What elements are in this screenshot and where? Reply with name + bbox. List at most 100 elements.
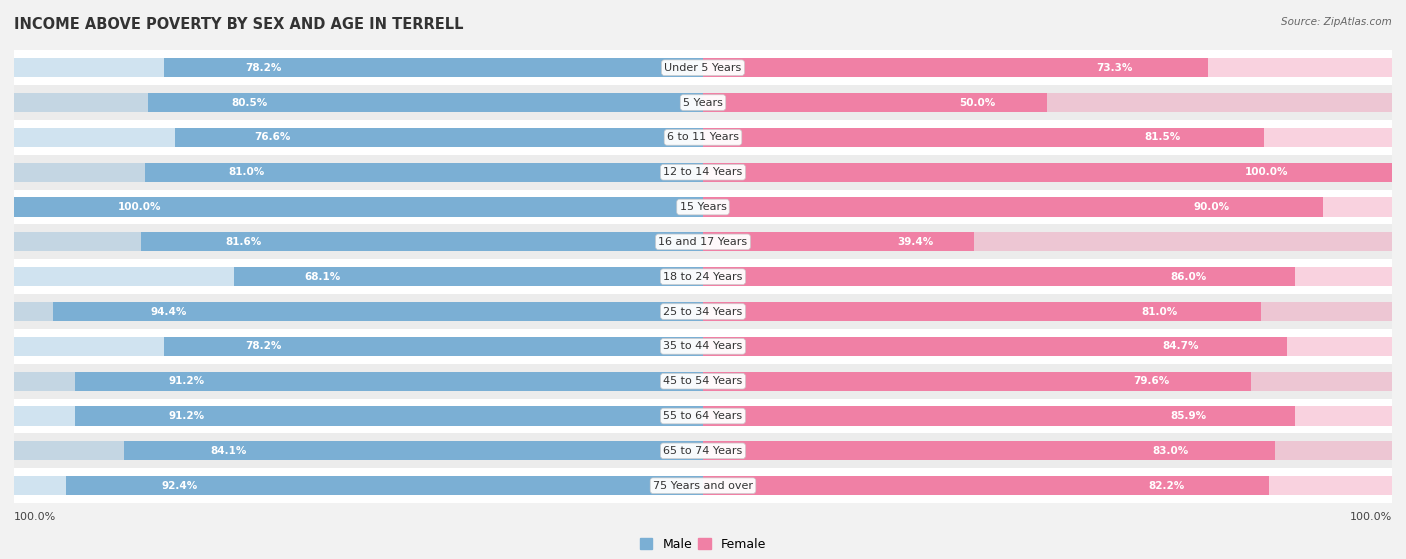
Bar — [14, 302, 703, 321]
Bar — [165, 58, 703, 77]
Bar — [703, 476, 1392, 495]
Bar — [66, 476, 703, 495]
Bar — [149, 93, 703, 112]
Bar — [14, 58, 703, 77]
Text: 80.5%: 80.5% — [232, 98, 267, 107]
Text: Under 5 Years: Under 5 Years — [665, 63, 741, 73]
Text: 6 to 11 Years: 6 to 11 Years — [666, 132, 740, 143]
Bar — [14, 294, 1392, 329]
Bar — [14, 85, 1392, 120]
Text: INCOME ABOVE POVERTY BY SEX AND AGE IN TERRELL: INCOME ABOVE POVERTY BY SEX AND AGE IN T… — [14, 17, 464, 32]
Bar — [703, 406, 1295, 425]
Text: 55 to 64 Years: 55 to 64 Years — [664, 411, 742, 421]
Bar — [14, 406, 703, 425]
Text: 18 to 24 Years: 18 to 24 Years — [664, 272, 742, 282]
Text: 65 to 74 Years: 65 to 74 Years — [664, 446, 742, 456]
Text: 84.7%: 84.7% — [1163, 342, 1199, 352]
Bar — [141, 233, 703, 252]
Bar — [703, 233, 974, 252]
Bar — [703, 58, 1392, 77]
Bar — [14, 190, 1392, 225]
Text: 76.6%: 76.6% — [254, 132, 291, 143]
Bar — [165, 337, 703, 356]
Bar — [14, 120, 1392, 155]
Text: 81.0%: 81.0% — [1142, 306, 1177, 316]
Bar — [124, 441, 703, 461]
Bar — [14, 337, 703, 356]
Bar — [14, 259, 1392, 294]
Text: 45 to 54 Years: 45 to 54 Years — [664, 376, 742, 386]
Text: 91.2%: 91.2% — [169, 411, 205, 421]
Bar — [703, 337, 1286, 356]
Bar — [176, 128, 703, 147]
Bar — [703, 58, 1208, 77]
Text: 75 Years and over: 75 Years and over — [652, 481, 754, 491]
Bar — [703, 441, 1392, 461]
Bar — [703, 372, 1251, 391]
Text: 73.3%: 73.3% — [1095, 63, 1132, 73]
Bar — [14, 225, 1392, 259]
Bar — [14, 50, 1392, 85]
Bar — [703, 337, 1392, 356]
Text: 100.0%: 100.0% — [14, 512, 56, 522]
Text: 5 Years: 5 Years — [683, 98, 723, 107]
Text: 68.1%: 68.1% — [304, 272, 340, 282]
Text: 90.0%: 90.0% — [1194, 202, 1230, 212]
Bar — [703, 233, 1392, 252]
Bar — [14, 233, 703, 252]
Bar — [703, 163, 1392, 182]
Text: 81.6%: 81.6% — [225, 237, 262, 247]
Bar — [14, 433, 1392, 468]
Bar — [14, 93, 703, 112]
Bar — [145, 163, 703, 182]
Text: 91.2%: 91.2% — [169, 376, 205, 386]
Bar — [14, 197, 703, 217]
Bar — [14, 364, 1392, 399]
Bar — [703, 476, 1270, 495]
Bar — [703, 93, 1047, 112]
Text: 25 to 34 Years: 25 to 34 Years — [664, 306, 742, 316]
Bar — [14, 476, 703, 495]
Bar — [75, 372, 703, 391]
Legend: Male, Female: Male, Female — [636, 533, 770, 556]
Bar — [703, 128, 1392, 147]
Text: 83.0%: 83.0% — [1153, 446, 1189, 456]
Bar — [703, 372, 1392, 391]
Bar — [703, 302, 1261, 321]
Text: 50.0%: 50.0% — [959, 98, 995, 107]
Bar — [703, 197, 1392, 217]
Text: 15 Years: 15 Years — [679, 202, 727, 212]
Bar — [52, 302, 703, 321]
Bar — [14, 267, 703, 286]
Bar — [14, 155, 1392, 190]
Bar — [703, 93, 1392, 112]
Bar — [703, 197, 1323, 217]
Bar — [703, 406, 1392, 425]
Text: 84.1%: 84.1% — [211, 446, 247, 456]
Bar — [703, 267, 1392, 286]
Text: 81.0%: 81.0% — [229, 167, 264, 177]
Bar — [14, 468, 1392, 503]
Bar — [14, 441, 703, 461]
Bar — [14, 329, 1392, 364]
Bar — [703, 441, 1275, 461]
Text: 100.0%: 100.0% — [117, 202, 160, 212]
Bar — [703, 128, 1264, 147]
Bar — [703, 267, 1295, 286]
Text: 39.4%: 39.4% — [897, 237, 934, 247]
Text: 35 to 44 Years: 35 to 44 Years — [664, 342, 742, 352]
Bar — [14, 128, 703, 147]
Text: 16 and 17 Years: 16 and 17 Years — [658, 237, 748, 247]
Text: 92.4%: 92.4% — [162, 481, 198, 491]
Text: Source: ZipAtlas.com: Source: ZipAtlas.com — [1281, 17, 1392, 27]
Bar — [703, 302, 1392, 321]
Bar — [14, 372, 703, 391]
Bar — [14, 197, 703, 217]
Bar — [233, 267, 703, 286]
Bar — [14, 399, 1392, 433]
Text: 78.2%: 78.2% — [245, 342, 281, 352]
Text: 86.0%: 86.0% — [1170, 272, 1206, 282]
Text: 78.2%: 78.2% — [245, 63, 281, 73]
Text: 12 to 14 Years: 12 to 14 Years — [664, 167, 742, 177]
Text: 81.5%: 81.5% — [1144, 132, 1180, 143]
